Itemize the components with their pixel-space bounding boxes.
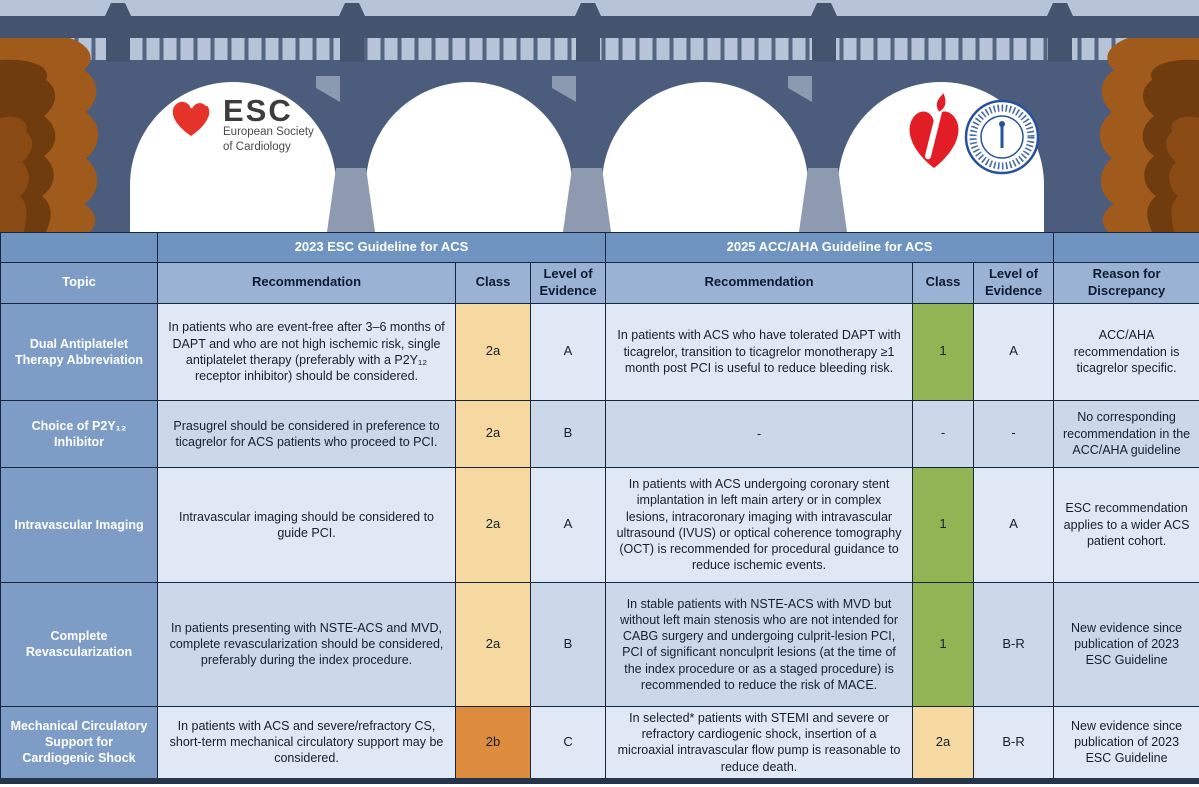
esc-subtitle-line2: of Cardiology bbox=[223, 140, 291, 153]
topic-cell: Dual Antiplatelet Therapy Abbreviation bbox=[0, 302, 158, 401]
esc-abbr: ESC bbox=[223, 93, 293, 128]
corner-cell-right bbox=[1053, 232, 1199, 263]
acc-loe-header: Level of Evidence bbox=[973, 262, 1055, 304]
acc-recommendation: - bbox=[605, 399, 914, 468]
acc-recommendation: In selected* patients with STEMI and sev… bbox=[605, 705, 914, 782]
acc-recommendation: In patients with ACS who have tolerated … bbox=[605, 302, 914, 401]
aha-heart-torch-icon bbox=[909, 93, 959, 168]
acc-class: - bbox=[912, 399, 975, 468]
bridge-header: ESC European Society of Cardiology bbox=[0, 0, 1199, 232]
aha-logo bbox=[903, 92, 965, 177]
topic-cell: Complete Revascularization bbox=[0, 581, 158, 707]
esc-class: 2a bbox=[455, 399, 531, 468]
reason-cell: ACC/AHA recommendation is ticagrelor spe… bbox=[1053, 302, 1199, 401]
esc-logo-text: ESC European Society of Cardiology bbox=[223, 93, 314, 154]
esc-recommendation: In patients with ACS and severe/refracto… bbox=[157, 705, 456, 782]
acc-loe: A bbox=[973, 466, 1055, 583]
acc-recommendation-header: Recommendation bbox=[605, 262, 914, 304]
esc-recommendation: Prasugrel should be considered in prefer… bbox=[157, 399, 456, 468]
esc-loe: A bbox=[529, 302, 607, 401]
topic-cell: Intravascular Imaging bbox=[0, 466, 158, 583]
acc-seal-icon bbox=[964, 99, 1040, 175]
reason-cell: New evidence since publication of 2023 E… bbox=[1053, 581, 1199, 707]
acc-class: 1 bbox=[912, 302, 975, 401]
left-cliff bbox=[0, 38, 99, 232]
acc-loe: A bbox=[973, 302, 1055, 401]
reason-cell: No corresponding recommendation in the A… bbox=[1053, 399, 1199, 468]
esc-recommendation: Intravascular imaging should be consider… bbox=[157, 466, 456, 583]
esc-recommendation-header: Recommendation bbox=[157, 262, 456, 304]
acc-recommendation: In patients with ACS undergoing coronary… bbox=[605, 466, 914, 583]
esc-heart-icon bbox=[172, 100, 210, 136]
reason-column-header: Reason for Discrepancy bbox=[1053, 262, 1199, 304]
esc-loe: C bbox=[529, 705, 607, 782]
esc-class: 2a bbox=[455, 581, 531, 707]
esc-loe: B bbox=[529, 581, 607, 707]
esc-class: 2a bbox=[455, 466, 531, 583]
esc-class: 2a bbox=[455, 302, 531, 401]
guideline-comparison-table: 2023 ESC Guideline for ACS 2025 ACC/AHA … bbox=[0, 232, 1199, 784]
reason-cell: New evidence since publication of 2023 E… bbox=[1053, 705, 1199, 782]
topic-cell: Choice of P2Y₁₂ Inhibitor bbox=[0, 399, 158, 468]
reason-cell: ESC recommendation applies to a wider AC… bbox=[1053, 466, 1199, 583]
esc-loe-header: Level of Evidence bbox=[529, 262, 607, 304]
esc-logo: ESC European Society of Cardiology bbox=[168, 93, 314, 154]
table-row: Choice of P2Y₁₂ Inhibitor Prasugrel shou… bbox=[0, 399, 1199, 468]
table-row: Intravascular Imaging Intravascular imag… bbox=[0, 466, 1199, 583]
acc-class: 1 bbox=[912, 581, 975, 707]
esc-recommendation: In patients who are event-free after 3–6… bbox=[157, 302, 456, 401]
acc-loe: B-R bbox=[973, 705, 1055, 782]
topic-cell: Mechanical Circulatory Support for Cardi… bbox=[0, 705, 158, 782]
esc-class-header: Class bbox=[455, 262, 531, 304]
right-cliff bbox=[1099, 38, 1199, 232]
acc-class-header: Class bbox=[912, 262, 975, 304]
esc-recommendation: In patients presenting with NSTE-ACS and… bbox=[157, 581, 456, 707]
esc-class: 2b bbox=[455, 705, 531, 782]
acc-loe: - bbox=[973, 399, 1055, 468]
topic-column-header: Topic bbox=[0, 262, 158, 304]
table-row: Mechanical Circulatory Support for Cardi… bbox=[0, 705, 1199, 782]
acc-recommendation: In stable patients with NSTE-ACS with MV… bbox=[605, 581, 914, 707]
acc-logo bbox=[963, 98, 1041, 181]
esc-loe: A bbox=[529, 466, 607, 583]
acc-loe: B-R bbox=[973, 581, 1055, 707]
acc-group-header: 2025 ACC/AHA Guideline for ACS bbox=[605, 232, 1055, 263]
corner-cell-left bbox=[0, 232, 158, 263]
acc-class: 2a bbox=[912, 705, 975, 782]
acc-class: 1 bbox=[912, 466, 975, 583]
table-row: Dual Antiplatelet Therapy Abbreviation I… bbox=[0, 302, 1199, 401]
esc-loe: B bbox=[529, 399, 607, 468]
esc-subtitle-line1: European Society bbox=[223, 126, 314, 139]
esc-group-header: 2023 ESC Guideline for ACS bbox=[156, 232, 607, 263]
table-row: Complete Revascularization In patients p… bbox=[0, 581, 1199, 707]
